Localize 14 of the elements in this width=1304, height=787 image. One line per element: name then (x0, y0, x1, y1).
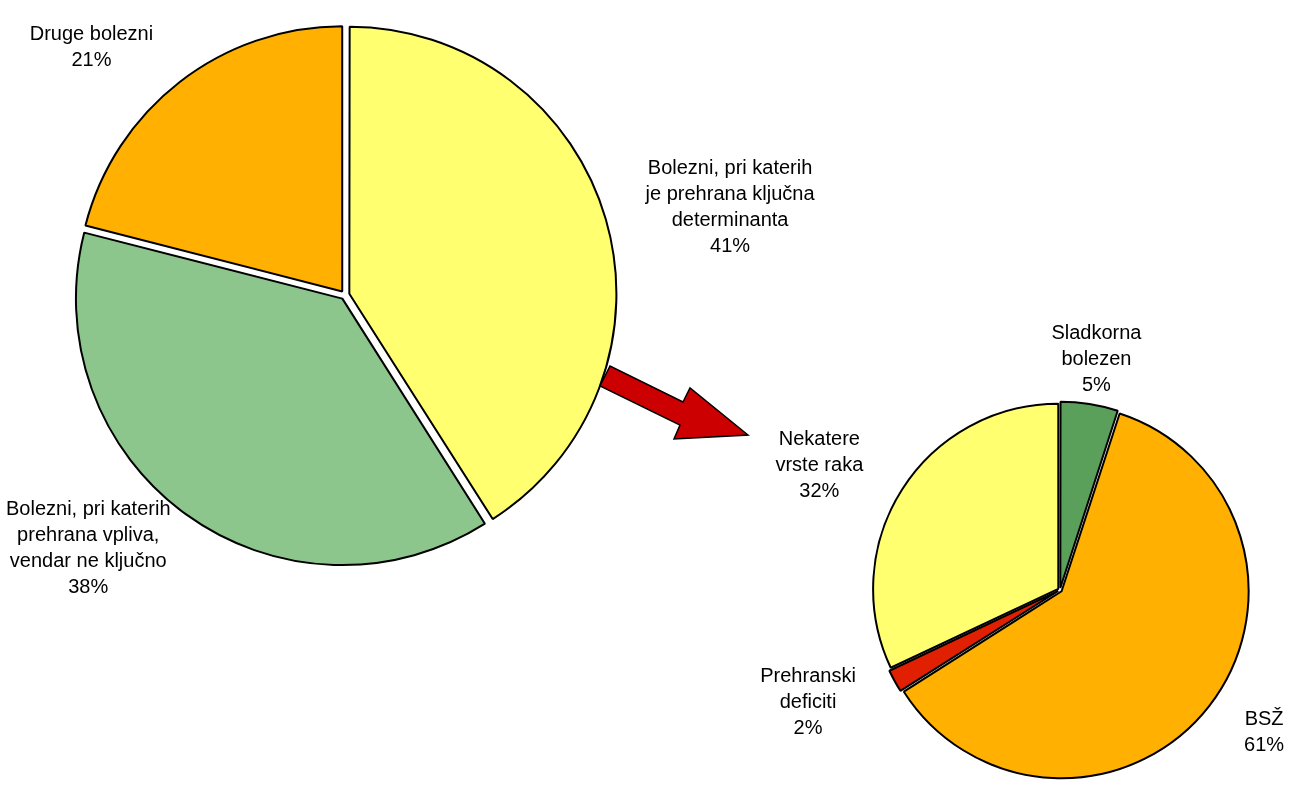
data-label: 61% (1244, 733, 1285, 756)
data-label: 21% (71, 48, 112, 71)
data-label: 41% (710, 234, 751, 257)
data-label: 38% (68, 574, 109, 597)
slice-label: Prehranski deficiti (760, 663, 856, 712)
slice-label: Bolezni, pri katerih prehrana vpliva, vendar ne ključno (6, 496, 171, 571)
slice-label: Bolezni, pri katerih je prehrana ključna determinanta (644, 156, 816, 231)
data-label: 5% (1082, 373, 1112, 396)
slice-label: Druge bolezni (29, 22, 154, 45)
data-label: 32% (799, 478, 840, 501)
slice-label: Nekatere vrste raka (775, 426, 865, 475)
data-label: 2% (793, 715, 823, 738)
slice-label: Sladkorna bolezen (1051, 321, 1143, 370)
slice-label: BSŽ (1244, 707, 1284, 730)
